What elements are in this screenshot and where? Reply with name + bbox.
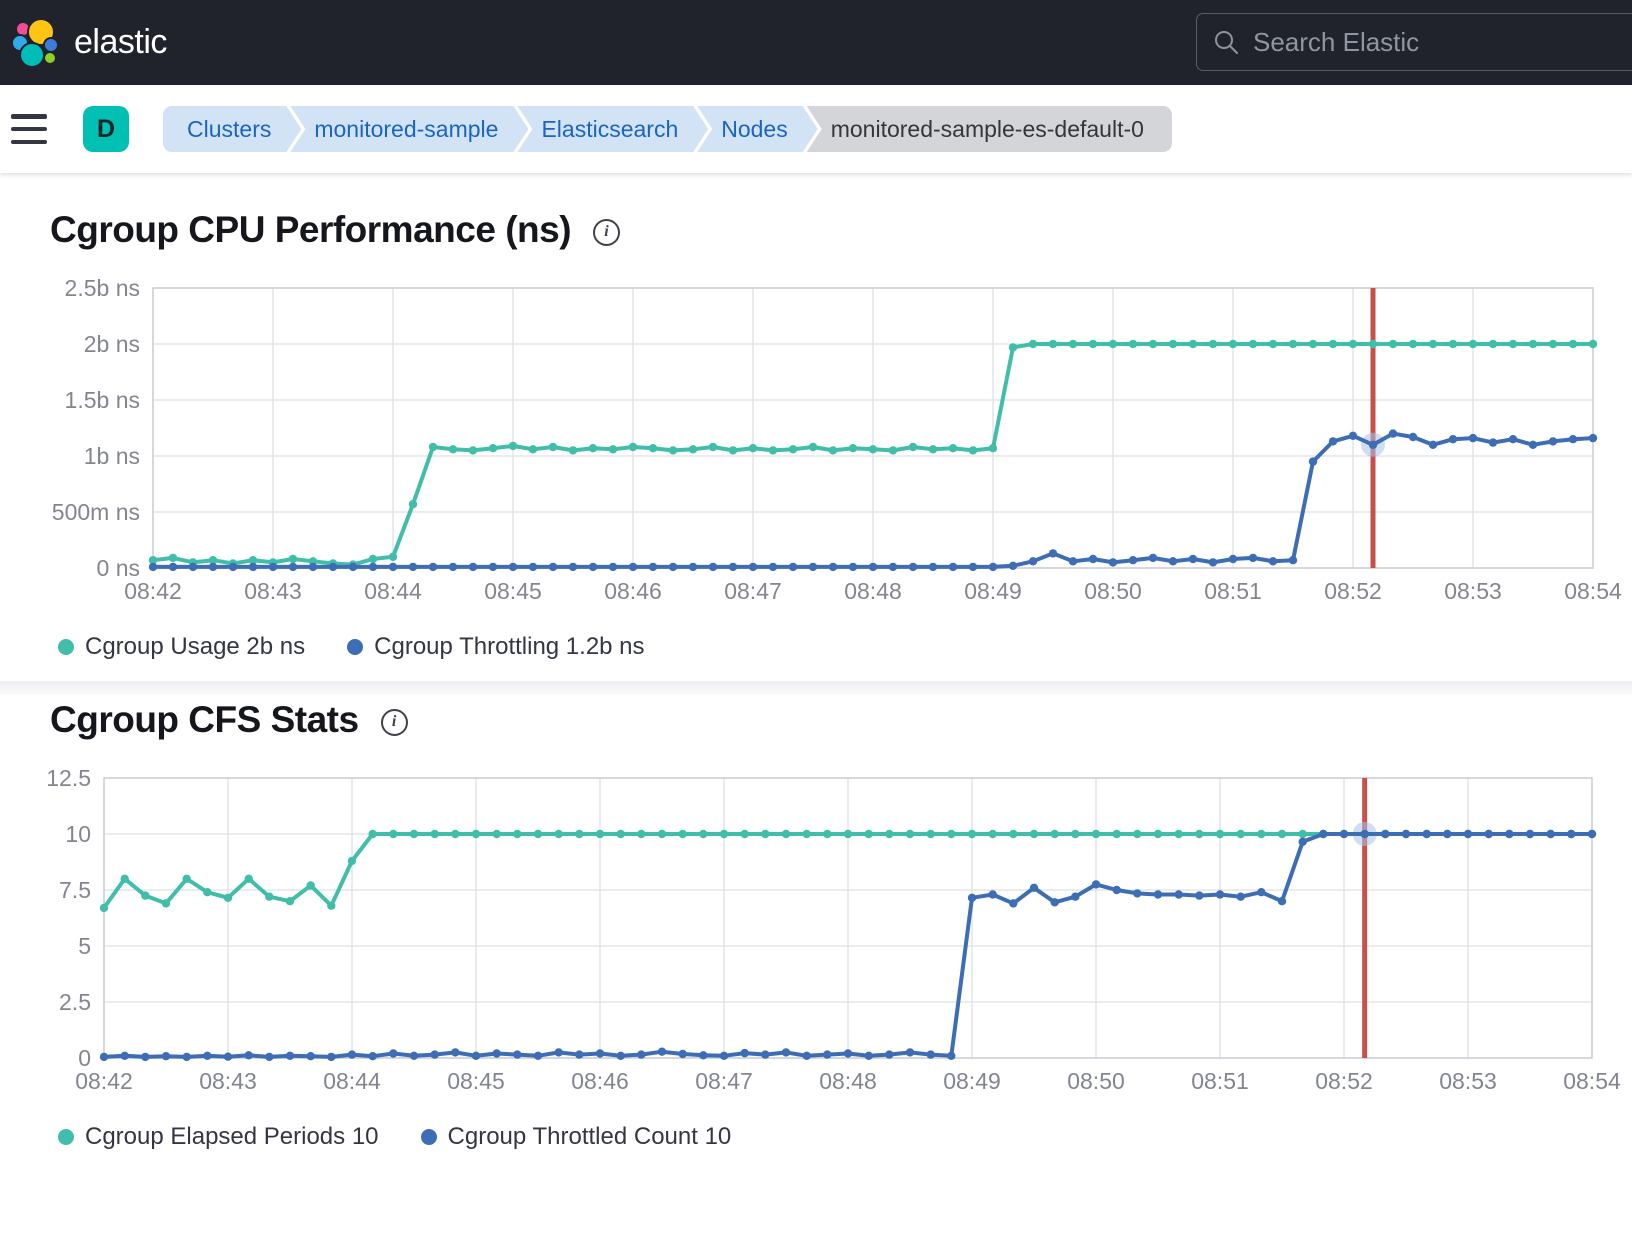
breadcrumb-bar: D Clusters monitored-sample Elasticsearch N… (0, 85, 1632, 173)
x-axis-tick-label: 08:43 (244, 578, 302, 604)
breadcrumb-item[interactable]: monitored-sample (290, 106, 528, 152)
cgroup-cpu-performance-chart[interactable]: 2.5b ns 2b ns 1.5b ns 1b ns 500m ns 0 ns08:42… (0, 276, 1632, 621)
x-axis-tick-label: 08:54 (1564, 578, 1622, 604)
cgroup-cfs-stats-chart[interactable]: 12.5 10 7.5 5 2.5 008:42 08:43 08:44 08:45 08:46 0… (0, 766, 1632, 1111)
y-axis-tick-label: 2.5 (59, 989, 91, 1015)
cgroup-cfs-legend: Cgroup Elapsed Periods 10 Cgroup Throttle… (0, 1123, 1632, 1151)
info-icon[interactable]: i (593, 218, 621, 246)
x-axis-tick-label: 08:54 (1563, 1068, 1621, 1094)
y-axis-tick-label: 2.5b ns (65, 276, 140, 301)
x-axis-tick-label: 08:51 (1204, 578, 1262, 604)
x-axis-tick-label: 08:44 (364, 578, 422, 604)
y-axis-tick-label: 500m ns (52, 499, 140, 525)
x-axis-tick-label: 08:53 (1444, 578, 1502, 604)
legend-item[interactable]: Cgroup Throttling 1.2b ns (347, 633, 645, 661)
legend-item[interactable]: Cgroup Elapsed Periods 10 (58, 1123, 379, 1151)
panel-divider (0, 681, 1632, 695)
x-axis-tick-label: 08:49 (943, 1068, 1001, 1094)
breadcrumb-item[interactable]: Nodes (697, 106, 817, 152)
app-header: elastic (0, 0, 1632, 85)
info-icon[interactable]: i (380, 708, 408, 736)
x-axis-tick-label: 08:50 (1084, 578, 1142, 604)
breadcrumb: Clusters monitored-sample Elasticsearch Nod… (163, 106, 1172, 152)
x-axis-tick-label: 08:49 (964, 578, 1022, 604)
x-axis-tick-label: 08:52 (1315, 1068, 1373, 1094)
legend-series-label: Cgroup Usage 2b ns (85, 633, 306, 660)
elastic-logo-icon[interactable] (10, 15, 62, 71)
y-axis-tick-label: 0 ns (97, 555, 140, 581)
y-axis-tick-label: 2b ns (84, 331, 140, 357)
y-axis-tick-label: 0 (78, 1045, 91, 1071)
breadcrumb-item[interactable]: Clusters (163, 106, 301, 152)
x-axis-tick-label: 08:44 (323, 1068, 381, 1094)
global-search[interactable] (1196, 13, 1632, 71)
search-icon (1215, 31, 1238, 54)
x-axis-tick-label: 08:50 (1067, 1068, 1125, 1094)
breadcrumb-item[interactable]: Elasticsearch (517, 106, 708, 152)
x-axis-tick-label: 08:47 (724, 578, 782, 604)
legend-series-dot-icon (347, 639, 364, 655)
y-axis-tick-label: 10 (65, 821, 91, 847)
brand-name: elastic (74, 23, 167, 61)
main-content: Cgroup CPU Performance (ns) i 2.5b ns 2b … (0, 209, 1632, 1151)
cgroup-cpu-legend: Cgroup Usage 2b ns Cgroup Throttling 1.2b… (0, 633, 1632, 661)
x-axis-tick-label: 08:48 (819, 1068, 877, 1094)
legend-item[interactable]: Cgroup Throttled Count 10 (420, 1123, 732, 1151)
breadcrumb-current: monitored-sample-es-default-0 (806, 106, 1172, 152)
search-input[interactable] (1253, 26, 1632, 58)
legend-series-label: Cgroup Throttling 1.2b ns (374, 633, 645, 660)
legend-series-label: Cgroup Elapsed Periods 10 (85, 1123, 379, 1150)
x-axis-tick-label: 08:45 (447, 1068, 505, 1094)
chart-title-cgroup-cpu: Cgroup CPU Performance (ns) (50, 209, 572, 250)
x-axis-tick-label: 08:42 (124, 578, 182, 604)
x-axis-tick-label: 08:51 (1191, 1068, 1249, 1094)
y-axis-tick-label: 5 (78, 933, 91, 959)
x-axis-tick-label: 08:48 (844, 578, 902, 604)
y-axis-tick-label: 1b ns (84, 443, 140, 469)
y-axis-tick-label: 12.5 (46, 766, 91, 791)
x-axis-tick-label: 08:46 (571, 1068, 629, 1094)
hamburger-menu-icon[interactable] (11, 114, 47, 144)
x-axis-tick-label: 08:42 (75, 1068, 133, 1094)
deployment-badge[interactable]: D (83, 106, 129, 152)
x-axis-tick-label: 08:52 (1324, 578, 1382, 604)
legend-series-dot-icon (58, 639, 74, 655)
x-axis-tick-label: 08:45 (484, 578, 542, 604)
x-axis-tick-label: 08:47 (695, 1068, 753, 1094)
x-axis-tick-label: 08:43 (199, 1068, 257, 1094)
legend-series-dot-icon (420, 1129, 437, 1145)
x-axis-tick-label: 08:46 (604, 578, 662, 604)
chart-title-cgroup-cfs: Cgroup CFS Stats (50, 699, 359, 740)
y-axis-tick-label: 1.5b ns (65, 387, 140, 413)
legend-item[interactable]: Cgroup Usage 2b ns (58, 633, 305, 661)
y-axis-tick-label: 7.5 (59, 877, 91, 903)
legend-series-label: Cgroup Throttled Count 10 (447, 1123, 732, 1150)
x-axis-tick-label: 08:53 (1439, 1068, 1497, 1094)
legend-series-dot-icon (58, 1129, 74, 1145)
